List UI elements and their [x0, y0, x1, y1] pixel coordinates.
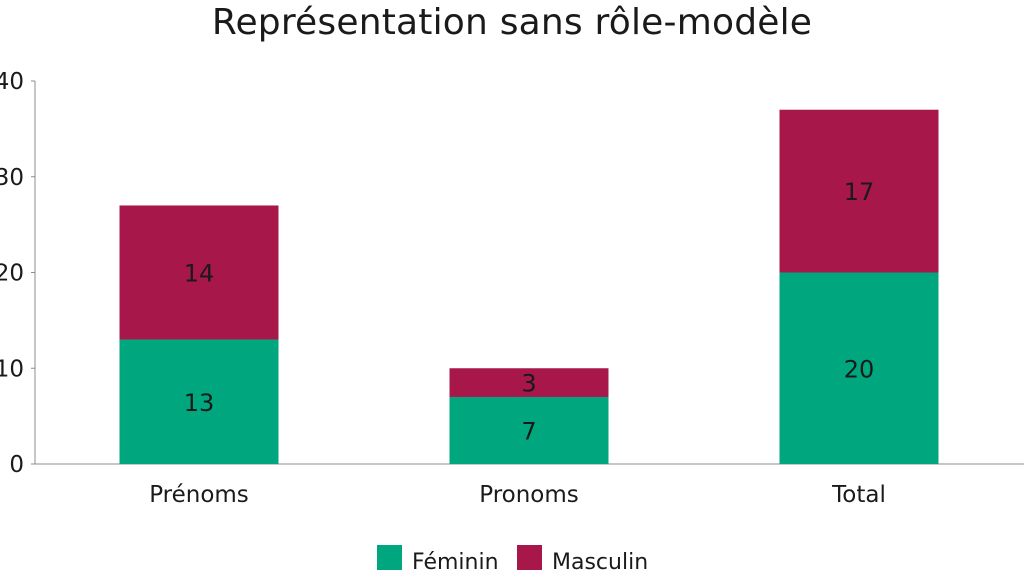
legend-swatch	[377, 545, 402, 570]
bar-series	[119, 109, 939, 464]
legend-label: Féminin	[412, 550, 499, 575]
data-label: 3	[521, 370, 536, 398]
y-tick-label: 0	[9, 452, 24, 478]
y-tick-label: 20	[0, 261, 24, 287]
legend-swatch	[517, 545, 542, 570]
data-label: 17	[844, 178, 875, 206]
bar-feminin	[119, 339, 279, 464]
y-tick-label: 10	[0, 356, 24, 382]
data-label: 13	[184, 389, 215, 417]
legend: Féminin Masculin	[377, 545, 648, 575]
bar-feminin	[449, 396, 609, 464]
bar-feminin	[779, 272, 939, 464]
x-category-label: Prénoms	[149, 482, 249, 508]
bar-masculin	[119, 205, 279, 340]
bar-masculin	[449, 368, 609, 397]
y-tick-label: 40	[0, 69, 24, 95]
x-category-label: Pronoms	[479, 482, 579, 508]
y-tick-label: 30	[0, 165, 24, 191]
data-label: 14	[184, 260, 215, 288]
data-labels: 13 14 7 3 20 17	[184, 178, 875, 445]
chart-title: Représentation sans rôle-modèle	[211, 2, 813, 43]
bar-masculin	[779, 109, 939, 273]
y-axis: 0 10 20 30 40	[0, 69, 36, 478]
data-label: 20	[844, 355, 875, 383]
x-category-label: Total	[831, 482, 886, 508]
legend-label: Masculin	[552, 550, 648, 575]
data-label: 7	[521, 417, 536, 445]
x-axis: Prénoms Pronoms Total	[35, 463, 1024, 508]
